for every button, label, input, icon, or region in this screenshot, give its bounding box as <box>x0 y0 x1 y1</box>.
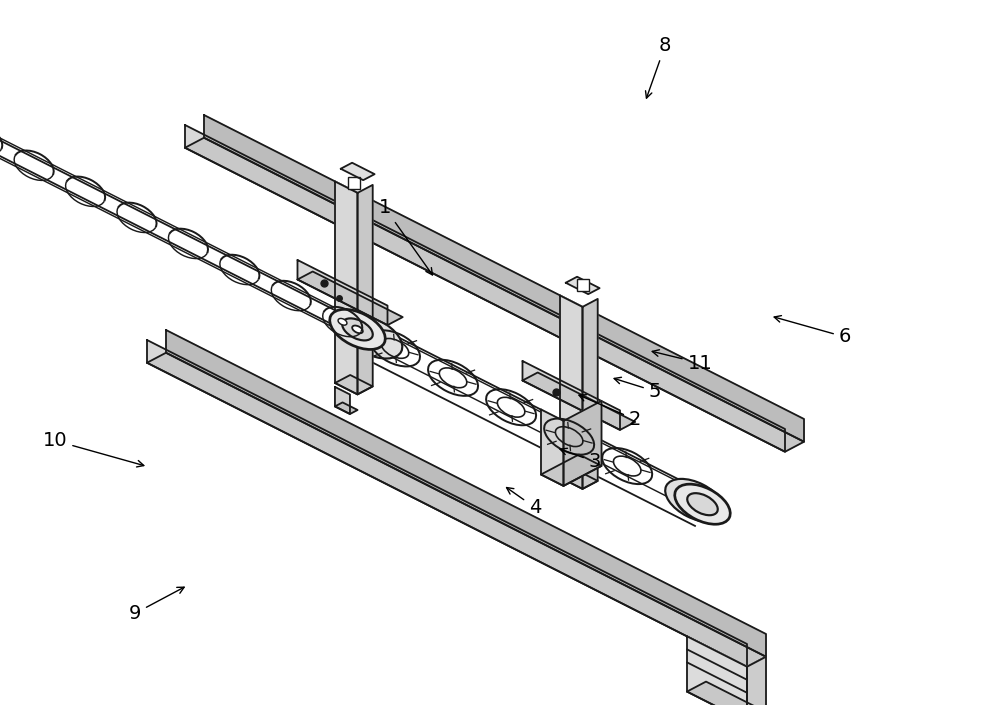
Polygon shape <box>335 403 358 414</box>
Polygon shape <box>185 137 804 452</box>
Text: 6: 6 <box>774 316 851 346</box>
Polygon shape <box>335 181 358 394</box>
Text: 4: 4 <box>507 488 541 517</box>
Text: 3: 3 <box>560 448 601 471</box>
Polygon shape <box>147 340 747 667</box>
Polygon shape <box>541 455 602 486</box>
Polygon shape <box>687 637 747 705</box>
Text: 10: 10 <box>43 431 144 467</box>
Polygon shape <box>335 387 350 414</box>
Ellipse shape <box>675 484 730 525</box>
Polygon shape <box>522 372 635 430</box>
Ellipse shape <box>342 319 373 341</box>
Polygon shape <box>541 410 564 486</box>
Text: 8: 8 <box>646 37 671 98</box>
Text: 9: 9 <box>129 587 184 623</box>
Polygon shape <box>522 361 620 430</box>
Polygon shape <box>335 375 373 394</box>
Polygon shape <box>564 401 602 486</box>
Ellipse shape <box>338 319 347 325</box>
Polygon shape <box>298 260 388 325</box>
Ellipse shape <box>665 479 725 522</box>
Polygon shape <box>582 299 598 489</box>
Text: 11: 11 <box>652 350 712 372</box>
Polygon shape <box>566 277 600 294</box>
Text: 5: 5 <box>614 377 661 400</box>
Text: 2: 2 <box>579 395 641 429</box>
Polygon shape <box>298 271 403 325</box>
Text: 1: 1 <box>379 199 432 275</box>
Polygon shape <box>358 185 373 394</box>
Polygon shape <box>687 682 766 705</box>
Polygon shape <box>560 470 598 489</box>
Ellipse shape <box>352 326 363 333</box>
Polygon shape <box>147 352 766 667</box>
Ellipse shape <box>330 309 385 350</box>
Polygon shape <box>560 295 582 489</box>
Polygon shape <box>185 125 785 452</box>
Ellipse shape <box>687 493 718 515</box>
Ellipse shape <box>343 316 402 359</box>
Polygon shape <box>166 330 766 657</box>
Polygon shape <box>747 657 766 705</box>
Polygon shape <box>204 115 804 442</box>
Polygon shape <box>341 163 375 180</box>
